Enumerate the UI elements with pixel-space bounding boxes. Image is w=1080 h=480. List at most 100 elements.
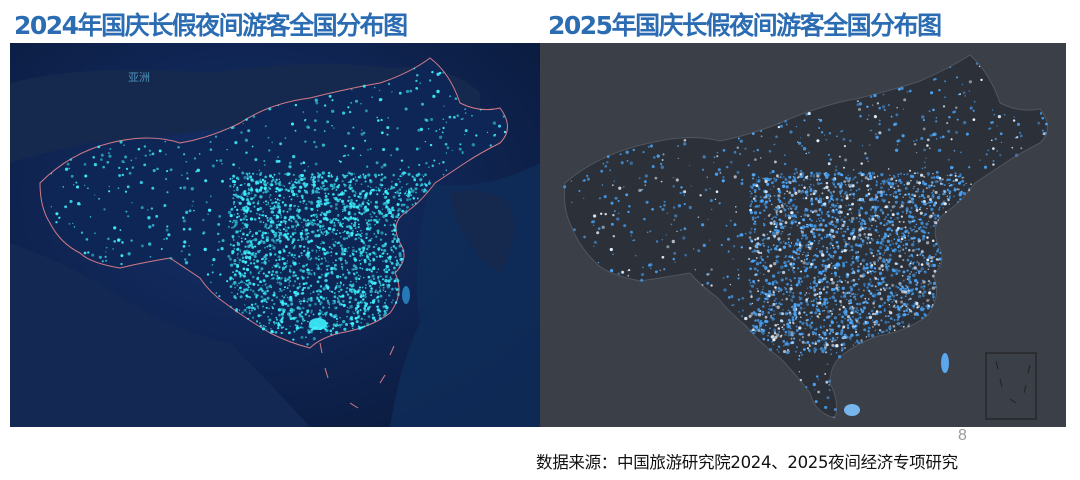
- tourist-dot: [272, 244, 274, 247]
- tourist-dot: [355, 320, 359, 324]
- tourist-dot: [327, 192, 330, 195]
- tourist-dot: [359, 154, 362, 157]
- tourist-dot: [921, 167, 924, 170]
- tourist-dot: [883, 108, 886, 112]
- tourist-dot: [748, 289, 752, 293]
- tourist-dot: [677, 204, 682, 208]
- tourist-dot: [822, 337, 826, 341]
- tourist-dot: [326, 268, 329, 271]
- tourist-dot: [127, 215, 130, 218]
- tourist-dot: [68, 167, 71, 170]
- tourist-dot: [926, 306, 930, 310]
- tourist-dot: [385, 299, 387, 301]
- tourist-dot: [776, 213, 779, 216]
- tourist-dot: [975, 62, 979, 65]
- tourist-dot: [369, 218, 373, 222]
- tourist-dot: [140, 206, 144, 210]
- tourist-dot: [840, 304, 842, 307]
- tourist-dot: [317, 234, 321, 238]
- tourist-dot: [858, 312, 862, 316]
- tourist-dot: [905, 278, 907, 280]
- tourist-dot: [896, 322, 898, 325]
- tourist-dot: [278, 172, 281, 175]
- tourist-dot: [740, 182, 744, 185]
- tourist-dot: [922, 189, 925, 191]
- tourist-dot: [306, 256, 309, 259]
- tourist-dot: [856, 103, 860, 107]
- tourist-dot: [335, 252, 338, 255]
- tourist-dot: [396, 261, 400, 265]
- tourist-dot: [799, 277, 803, 280]
- tourist-dot: [948, 182, 950, 185]
- tourist-dot: [362, 276, 365, 279]
- tourist-dot: [891, 205, 895, 209]
- tourist-dot: [878, 131, 882, 135]
- tourist-dot: [823, 268, 828, 273]
- tourist-dot: [277, 156, 279, 158]
- tourist-dot: [992, 147, 995, 150]
- tourist-dot: [288, 218, 291, 221]
- tourist-dot: [445, 152, 448, 154]
- tourist-dot: [875, 181, 879, 184]
- tourist-dot: [317, 312, 321, 316]
- tourist-dot: [925, 222, 929, 226]
- tourist-dot: [385, 219, 389, 222]
- tourist-dot: [759, 261, 762, 264]
- tourist-dot: [356, 303, 360, 307]
- tourist-dot: [332, 238, 334, 240]
- tourist-dot: [866, 286, 869, 289]
- tourist-dot: [345, 231, 350, 235]
- tourist-dot: [815, 247, 818, 250]
- tourist-dot: [812, 299, 815, 302]
- tourist-dot: [803, 213, 807, 217]
- tourist-dot: [236, 293, 239, 295]
- tourist-dot: [858, 231, 860, 233]
- tourist-dot: [296, 181, 299, 184]
- tourist-dot: [385, 306, 389, 310]
- tourist-dot: [317, 196, 320, 199]
- tourist-dot: [758, 211, 762, 215]
- tourist-dot: [841, 261, 846, 265]
- tourist-dot: [279, 287, 282, 290]
- tourist-dot: [344, 276, 348, 280]
- tourist-dot: [911, 255, 914, 258]
- tourist-dot: [350, 322, 355, 326]
- tourist-dot: [296, 319, 299, 323]
- tourist-dot: [315, 216, 318, 219]
- tourist-dot: [359, 195, 362, 199]
- tourist-dot: [121, 241, 124, 244]
- tourist-dot: [307, 254, 311, 257]
- tourist-dot: [272, 307, 274, 310]
- tourist-dot: [1045, 122, 1048, 126]
- tourist-dot: [810, 321, 814, 325]
- tourist-dot: [662, 153, 665, 156]
- tourist-dot: [338, 160, 341, 162]
- tourist-dot: [247, 317, 250, 320]
- tourist-dot: [390, 154, 392, 157]
- tourist-dot: [121, 173, 125, 177]
- tourist-dot: [340, 265, 344, 269]
- tourist-dot: [848, 335, 852, 340]
- tourist-dot: [907, 232, 910, 235]
- tourist-dot: [287, 172, 291, 176]
- tourist-dot: [896, 313, 900, 316]
- tourist-dot: [764, 205, 768, 209]
- tourist-dot: [250, 197, 254, 201]
- tourist-dot: [230, 126, 234, 130]
- tourist-dot: [317, 218, 319, 221]
- tourist-dot: [361, 254, 364, 257]
- tourist-dot: [918, 181, 922, 185]
- tourist-dot: [938, 193, 941, 196]
- tourist-dot: [278, 308, 281, 312]
- tourist-dot: [101, 260, 104, 263]
- tourist-dot: [334, 306, 338, 310]
- tourist-dot: [917, 227, 921, 230]
- tourist-dot: [423, 190, 425, 193]
- tourist-dot: [387, 82, 391, 86]
- tourist-dot: [303, 181, 306, 185]
- tourist-dot: [360, 258, 363, 260]
- tourist-dot: [369, 191, 373, 195]
- tourist-dot: [396, 292, 400, 297]
- tourist-dot: [245, 294, 248, 297]
- tourist-dot: [248, 281, 252, 285]
